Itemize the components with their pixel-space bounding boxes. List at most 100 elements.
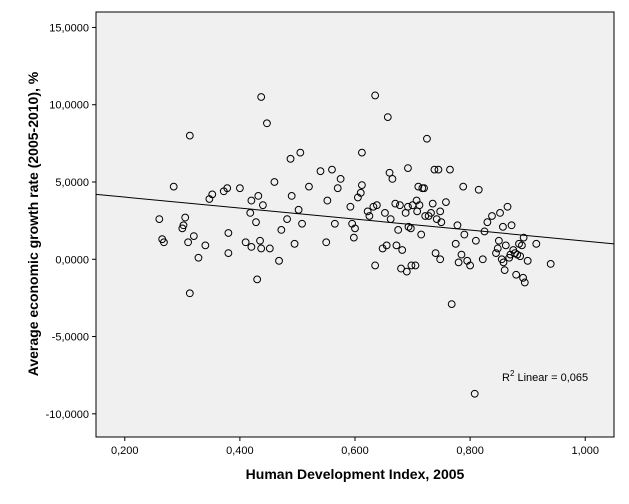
data-point	[247, 196, 256, 205]
data-point	[286, 154, 295, 163]
data-point	[270, 178, 279, 186]
data-point	[252, 218, 260, 227]
data-point	[224, 229, 233, 237]
data-point	[470, 389, 479, 398]
data-point	[259, 201, 267, 210]
data-point	[277, 226, 286, 234]
data-point	[169, 182, 178, 191]
data-point	[247, 243, 256, 251]
x-tick-label: 0,200	[111, 445, 139, 457]
data-point	[369, 202, 378, 211]
data-point	[208, 190, 217, 199]
data-point	[398, 246, 407, 254]
data-point	[532, 239, 541, 248]
data-point	[436, 207, 445, 216]
data-point	[371, 91, 380, 100]
data-point	[519, 233, 528, 242]
data-point	[382, 241, 391, 250]
data-point	[404, 222, 413, 231]
data-point	[254, 192, 263, 200]
data-point	[492, 249, 500, 257]
data-point	[451, 239, 460, 248]
data-point	[330, 219, 339, 228]
data-point	[371, 261, 380, 270]
x-tick-label: 0,600	[341, 445, 369, 457]
data-point	[358, 148, 366, 157]
data-point	[494, 236, 503, 245]
data-point	[453, 221, 462, 230]
fit-label-prefix: R	[502, 372, 510, 384]
data-point	[392, 241, 401, 250]
data-point	[391, 199, 400, 208]
data-point	[446, 165, 454, 174]
linear-fit-line	[95, 193, 615, 245]
data-point	[358, 181, 366, 189]
data-point	[442, 198, 450, 206]
data-point	[428, 199, 437, 208]
data-point	[478, 255, 487, 264]
data-point	[471, 236, 480, 245]
data-point	[406, 224, 415, 233]
data-point	[323, 196, 332, 205]
data-point	[246, 209, 255, 217]
y-tick-label: 0,0000	[55, 254, 89, 266]
data-point	[179, 221, 188, 230]
data-point	[184, 238, 192, 247]
data-point	[415, 201, 424, 210]
data-point	[305, 182, 313, 191]
data-point	[351, 224, 359, 233]
data-points	[155, 91, 555, 398]
data-point	[185, 289, 194, 298]
data-point	[501, 241, 510, 250]
data-point	[349, 233, 358, 242]
data-point	[185, 131, 194, 140]
data-point	[275, 256, 283, 265]
y-tick-label: 15,0000	[49, 22, 89, 34]
data-point	[520, 278, 529, 287]
data-point	[518, 241, 526, 250]
data-point	[474, 185, 483, 194]
data-point	[257, 93, 266, 101]
data-point	[181, 213, 190, 222]
data-point	[381, 209, 389, 217]
data-point	[385, 168, 394, 177]
fit-label-superscript: 2	[510, 369, 515, 378]
data-point	[294, 205, 303, 214]
data-point	[414, 182, 423, 191]
data-point	[431, 249, 440, 257]
data-point	[287, 192, 296, 200]
data-point	[404, 164, 412, 172]
data-point	[523, 256, 532, 265]
data-point	[253, 275, 262, 284]
data-point	[283, 215, 291, 223]
data-point	[411, 261, 420, 270]
data-point	[322, 238, 331, 247]
data-point	[265, 244, 274, 253]
data-point	[454, 258, 463, 267]
data-point	[420, 184, 428, 193]
data-point	[263, 119, 271, 128]
data-point	[189, 232, 198, 240]
data-point	[241, 238, 250, 247]
data-point	[499, 222, 507, 231]
data-point	[404, 202, 412, 211]
y-tick-label: 10,0000	[49, 100, 89, 112]
data-point	[483, 218, 492, 227]
x-axis: 0,200 0,400 0,600 0,800 1,000	[111, 437, 599, 457]
data-point	[333, 184, 342, 193]
y-tick-label: -10,0000	[46, 409, 89, 421]
fit-label: R2 Linear = 0,065	[502, 369, 588, 384]
data-point	[437, 218, 446, 227]
fit-label-text: Linear = 0,065	[514, 372, 588, 384]
y-axis-title: Average economic growth rate (2005-2010)…	[25, 71, 41, 376]
data-point	[394, 226, 403, 234]
data-point	[436, 255, 445, 264]
y-tick-label: 5,0000	[55, 177, 89, 189]
data-point	[512, 270, 521, 279]
data-point	[296, 148, 305, 157]
data-point	[328, 165, 336, 174]
data-point	[298, 219, 306, 228]
y-axis: 15,0000 10,0000 5,0000 0,0000 -5,0000 -10,000…	[46, 22, 96, 421]
data-point	[423, 134, 431, 143]
